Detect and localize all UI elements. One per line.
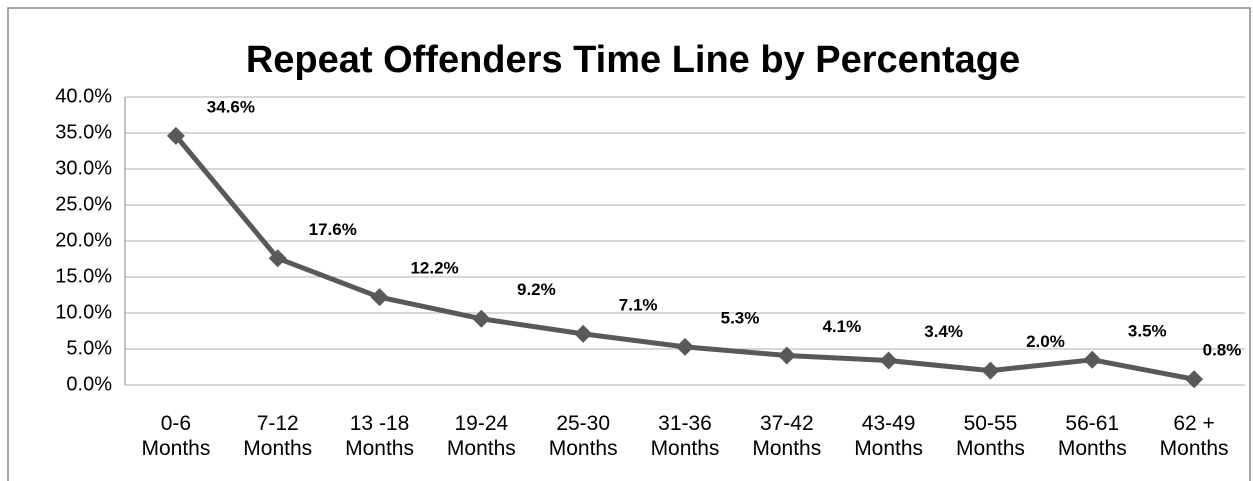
x-tick-label: 7-12 Months [243, 412, 313, 460]
marker [1083, 350, 1102, 369]
x-tick-label: 31-36 Months [650, 412, 720, 460]
marker [676, 337, 694, 356]
y-tick-label: 40.0% [55, 85, 112, 107]
x-tick-label: 43-49 Months [854, 412, 924, 460]
marker [981, 361, 1000, 380]
x-tick-label: 25-30 Months [548, 412, 618, 460]
y-tick-label: 25.0% [55, 193, 112, 215]
y-tick-label: 30.0% [55, 157, 112, 179]
marker [879, 351, 898, 370]
y-tick-label: 20.0% [55, 229, 112, 251]
x-tick-label: 62 + Months [1159, 412, 1229, 460]
marker [1185, 370, 1204, 389]
data-label: 12.2% [410, 259, 458, 278]
x-tick-label: 56-61 Months [1057, 412, 1127, 460]
y-tick-label: 10.0% [55, 301, 112, 323]
data-label: 3.5% [1128, 321, 1167, 340]
data-label: 0.8% [1203, 341, 1242, 360]
x-tick-label: 0-6 Months [141, 412, 211, 460]
data-label: 4.1% [822, 317, 861, 336]
marker [472, 309, 491, 328]
x-tick-label: 19-24 Months [446, 412, 516, 460]
marker [370, 288, 389, 307]
marker [268, 249, 287, 268]
data-label: 2.0% [1026, 332, 1065, 351]
data-label: 17.6% [309, 220, 357, 239]
marker [777, 346, 796, 365]
chart-title: Repeat Offenders Time Line by Percentage [246, 39, 1020, 81]
data-label: 9.2% [517, 280, 556, 299]
x-tick-label: 13 -18 Months [345, 412, 414, 460]
marker [574, 324, 593, 343]
y-tick-label: 15.0% [55, 265, 112, 287]
chart-border [7, 7, 1251, 481]
marker [166, 126, 185, 145]
y-tick-label: 0.0% [66, 373, 112, 395]
data-label: 3.4% [924, 322, 963, 341]
data-label: 5.3% [721, 308, 760, 327]
y-tick-label: 35.0% [55, 121, 112, 143]
x-tick-label: 50-55 Months [956, 412, 1025, 460]
y-tick-label: 5.0% [66, 337, 112, 359]
data-label: 7.1% [619, 295, 658, 314]
data-label: 34.6% [207, 97, 255, 116]
x-tick-label: 37-42 Months [752, 412, 822, 460]
